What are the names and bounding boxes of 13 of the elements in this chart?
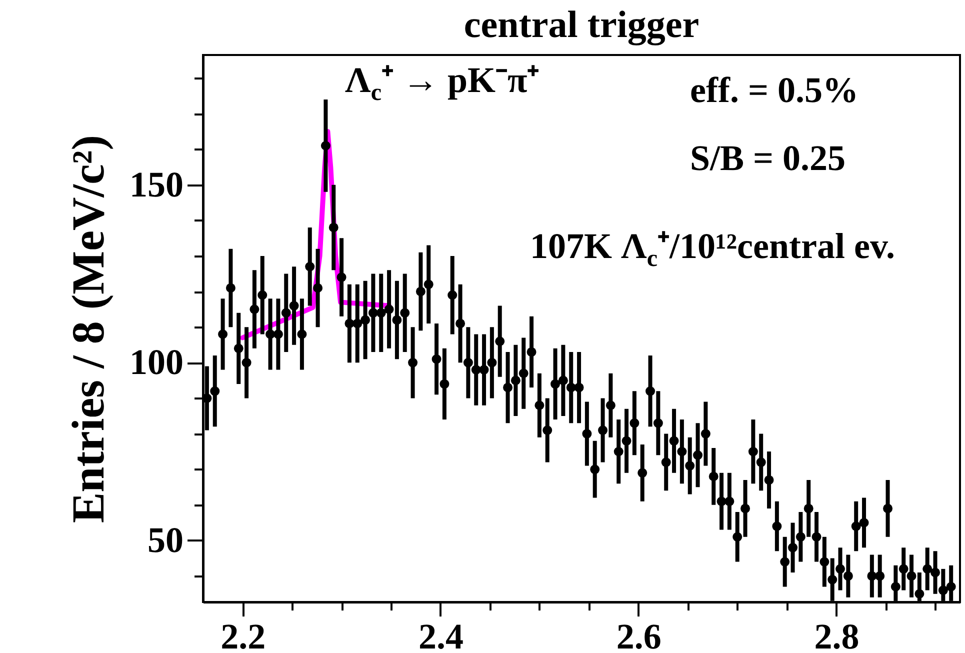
annotation: Λ$_{c}$⁺ → pK⁻π⁺: [345, 60, 540, 106]
chart-title: central trigger: [464, 4, 700, 46]
y-tick-label: 100: [130, 342, 184, 382]
y-tick-label: 50: [148, 520, 184, 560]
annotation: eff. = 0.5%: [690, 70, 858, 110]
x-tick-label: 2.4: [418, 616, 464, 653]
x-tick-label: 2.6: [616, 616, 662, 653]
annotation: S/B = 0.25: [690, 138, 846, 178]
y-axis-title: Entries / 8 (MeV/c²): [62, 134, 114, 524]
x-tick-label: 2.8: [814, 616, 860, 653]
y-tick-label: 150: [130, 164, 184, 204]
annotation: 107K Λ$_{c}$⁺/10¹²central ev.: [530, 226, 895, 272]
x-tick-label: 2.2: [220, 616, 266, 653]
